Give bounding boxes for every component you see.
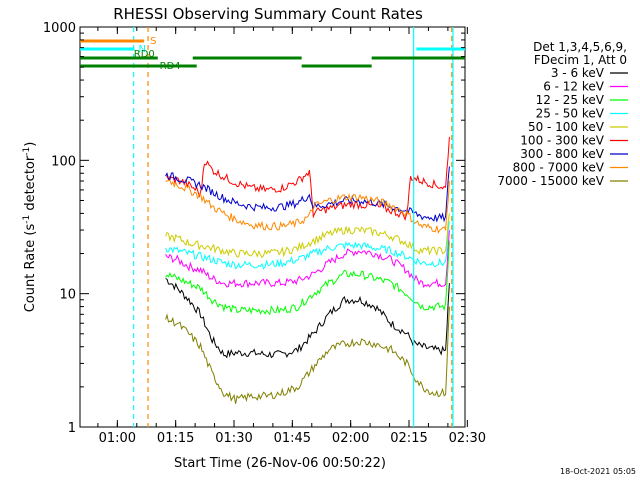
legend-entry-7000-15000-kev: 7000 - 15000 keV [497,174,604,188]
footer-timestamp: 18-Oct-2021 05:05 [560,467,636,476]
marker-label-rd4: RD4 [160,61,181,72]
series-line-7000-15000-kev [165,306,450,404]
y-tick-label: 1000 [43,21,76,36]
x-tick-label: 01:45 [274,431,311,446]
legend-entry-300-800-kev: 300 - 800 keV [520,147,604,161]
series-line-50-100-kev [165,213,450,259]
series-line-800-7000-kev [165,179,450,234]
y-axis-label-sup2: -1 [22,147,32,156]
y-axis-label-part1: Count Rate (s [23,224,38,313]
legend: Det 1,3,4,5,6,9,FDecim 1, Att 03 - 6 keV… [497,40,628,188]
series-line-300-800-kev [165,166,450,223]
y-axis-label: Count Rate (s-1 detector-1) [22,142,38,313]
marker-label-s: S [150,36,156,47]
series-line-25-50-kev [165,221,450,270]
x-tick-label: 02:30 [449,431,486,446]
legend-entry-25-50-kev: 25 - 50 keV [536,107,605,121]
x-tick-label: 01:00 [99,431,136,446]
x-tick-label: 01:15 [157,431,194,446]
legend-entry-12-25-kev: 12 - 25 keV [536,93,605,107]
legend-entry-800-7000-kev: 800 - 7000 keV [513,161,605,175]
series-line-3-6-kev [165,278,450,359]
y-axis-label-part2: detector [23,155,38,215]
legend-entry-100-300-kev: 100 - 300 keV [520,134,604,148]
marker-label-n: N [138,44,145,55]
series-line-6-12-kev [165,230,450,289]
chart-title: RHESSI Observing Summary Count Rates [113,5,423,23]
y-tick-label: 100 [51,154,76,169]
y-axis-label-part3: ) [23,142,38,147]
x-axis-label: Start Time (26-Nov-06 00:50:22) [174,456,386,471]
legend-entry-6-12-kev: 6 - 12 keV [543,80,605,94]
y-tick-label: 1 [68,421,76,436]
y-axis-label-sup1: -1 [22,215,32,224]
marker-label-rd0: RD0 [134,49,155,60]
legend-entry-3-6-kev: 3 - 6 keV [551,66,605,80]
series-layer [165,136,450,404]
x-tick-label: 02:15 [390,431,427,446]
series-line-12-25-kev [165,240,450,316]
x-tick-label: 01:30 [215,431,252,446]
legend-entry-50-100-kev: 50 - 100 keV [528,120,605,134]
series-line-100-300-kev [165,136,450,222]
y-tick-label: 10 [59,288,76,303]
legend-header: FDecim 1, Att 0 [534,53,627,67]
axis-layer: 01:00 01:15 01:30 01:45 02:00 02:15 02:30 1 10 10… [43,21,486,446]
legend-header: Det 1,3,4,5,6,9, [533,40,627,54]
x-tick-label: 02:00 [332,431,369,446]
